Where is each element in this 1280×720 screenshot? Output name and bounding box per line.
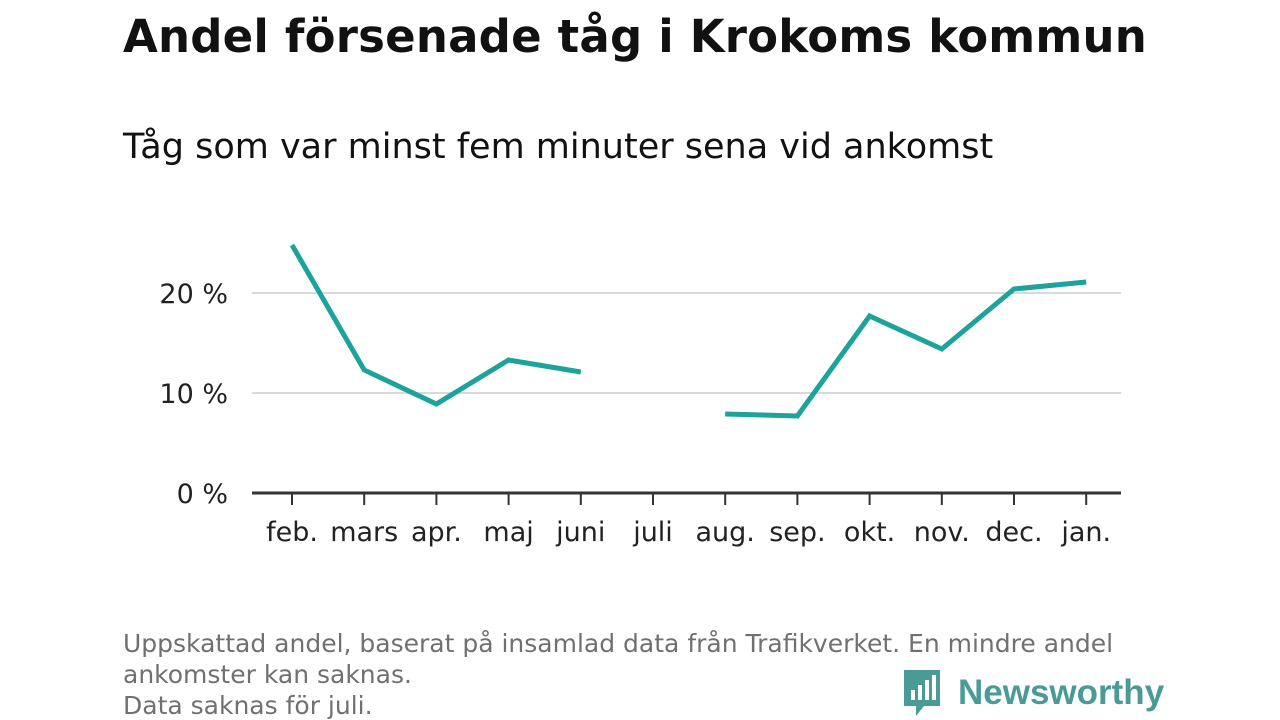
brand-name: Newsworthy — [958, 673, 1165, 712]
data-point — [362, 368, 367, 373]
series-line-segment — [725, 279, 1087, 419]
footnote-line-3: Data saknas för juli. — [123, 691, 373, 720]
data-point — [723, 412, 728, 417]
y-tick-label: 20 % — [159, 279, 228, 310]
x-tick-label: aug. — [696, 517, 755, 548]
chart-subtitle: Tåg som var minst fem minuter sena vid a… — [123, 127, 994, 167]
data-point — [434, 402, 439, 407]
data-point — [939, 347, 944, 352]
data-point — [795, 414, 800, 419]
data-point — [290, 243, 295, 248]
y-tick-label: 10 % — [159, 379, 228, 410]
x-tick-label: feb. — [266, 517, 318, 548]
x-tick-label: nov. — [914, 517, 970, 548]
line-chart: 0 % 10 % 20 % feb. mars apr. maj juni juli aug. se… — [159, 243, 1121, 548]
x-tick-label: jan. — [1060, 517, 1111, 548]
chart-title: Andel försenade tåg i Krokoms kommun — [123, 10, 1147, 63]
footnote-line-2: ankomster kan saknas. — [123, 660, 412, 689]
x-tick-label: sep. — [769, 517, 825, 548]
y-tick-label: 0 % — [177, 479, 228, 510]
newsworthy-logo-icon — [904, 670, 940, 716]
x-tick-label: mars — [330, 517, 398, 548]
x-tick-label: juni — [555, 517, 605, 548]
footnote-line-1: Uppskattad andel, baserat på insamlad da… — [123, 629, 1114, 658]
x-tick-label: maj — [483, 517, 533, 548]
data-point — [867, 314, 872, 319]
newsworthy-brand: Newsworthy — [902, 668, 1164, 718]
x-tick-label: dec. — [985, 517, 1042, 548]
series-line-segment — [289, 243, 582, 407]
data-point — [1012, 287, 1017, 292]
footnote: Uppskattad andel, baserat på insamlad da… — [123, 628, 1163, 720]
x-tick-label: okt. — [844, 517, 895, 548]
x-tick-label: apr. — [411, 517, 462, 548]
data-point — [578, 370, 583, 375]
data-point — [1084, 280, 1089, 285]
data-point — [506, 358, 511, 363]
x-tick-label: juli — [632, 517, 673, 548]
